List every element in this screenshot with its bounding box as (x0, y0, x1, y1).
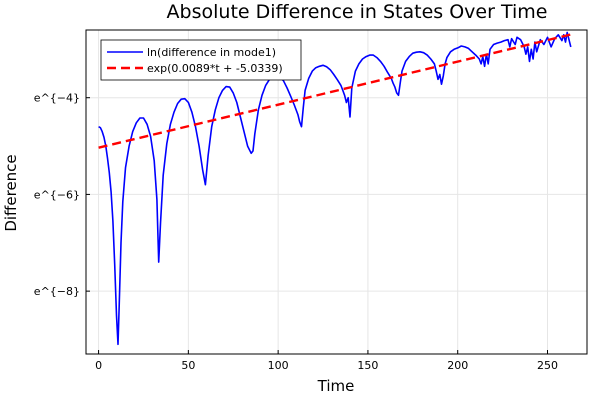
grid (86, 30, 587, 354)
series-line-2 (98, 33, 572, 149)
x-tick-label: 250 (537, 359, 558, 372)
x-tick-label: 200 (447, 359, 468, 372)
x-tick-label: 0 (95, 359, 102, 372)
x-tick-label: 100 (268, 359, 289, 372)
legend-label-2: exp(0.0089*t + -5.0339) (147, 62, 283, 75)
x-axis: 0 50 100 150 200 250 (95, 350, 558, 372)
chart-title: Absolute Difference in States Over Time (167, 1, 548, 23)
x-axis-label: Time (317, 377, 355, 395)
y-axis-label: Difference (2, 154, 20, 231)
y-axis: e^{−8} e^{−6} e^{−4} (34, 92, 90, 298)
series-line-1 (98, 31, 572, 346)
legend: ln(difference in mode1) exp(0.0089*t + -5… (100, 39, 302, 81)
legend-box (100, 39, 302, 81)
legend-label-1: ln(difference in mode1) (147, 46, 276, 59)
plot-frame (85, 29, 588, 355)
y-tick-label: e^{−6} (34, 188, 80, 201)
x-tick-label: 150 (357, 359, 378, 372)
y-tick-label: e^{−8} (34, 285, 80, 298)
series-layer (98, 31, 572, 346)
x-tick-label: 50 (181, 359, 195, 372)
y-tick-label: e^{−4} (34, 92, 80, 105)
